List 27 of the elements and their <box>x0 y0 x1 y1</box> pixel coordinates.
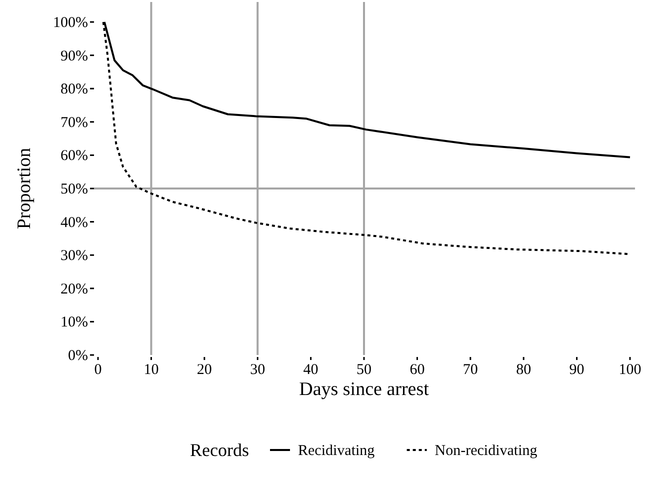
x-tick-label: 40 <box>303 362 318 378</box>
legend-title: Records <box>190 440 249 460</box>
y-tick-label: 100% <box>53 15 88 31</box>
x-tick-label: 10 <box>144 362 159 378</box>
y-tick-label: 40% <box>60 214 88 231</box>
x-tick-label: 90 <box>569 362 584 378</box>
y-tick-label: 20% <box>60 281 88 298</box>
x-tick-label: 60 <box>410 362 425 378</box>
y-tick-label: 70% <box>60 114 88 131</box>
x-tick-label: 80 <box>516 362 532 378</box>
x-axis-title: Days since arrest <box>299 379 430 400</box>
y-tick-label: 50% <box>60 182 88 198</box>
x-tick-label: 20 <box>196 362 212 378</box>
x-tick-label: 0 <box>94 362 102 378</box>
y-tick-label: 0% <box>68 348 88 364</box>
legend-label: Recidivating <box>298 443 376 459</box>
y-tick-label: 30% <box>60 248 88 264</box>
y-tick-label: 80% <box>60 82 88 98</box>
x-tick-label: 70 <box>462 362 478 378</box>
y-axis-title: Proportion <box>14 147 35 230</box>
y-tick-label: 60% <box>60 148 88 164</box>
legend-label: Non-recidivating <box>434 443 538 459</box>
y-tick-label: 10% <box>60 314 88 331</box>
y-tick-label: 90% <box>60 48 88 64</box>
x-tick-label: 50 <box>356 362 372 378</box>
x-tick-label: 30 <box>250 362 266 378</box>
x-tick-label: 100 <box>618 362 642 378</box>
